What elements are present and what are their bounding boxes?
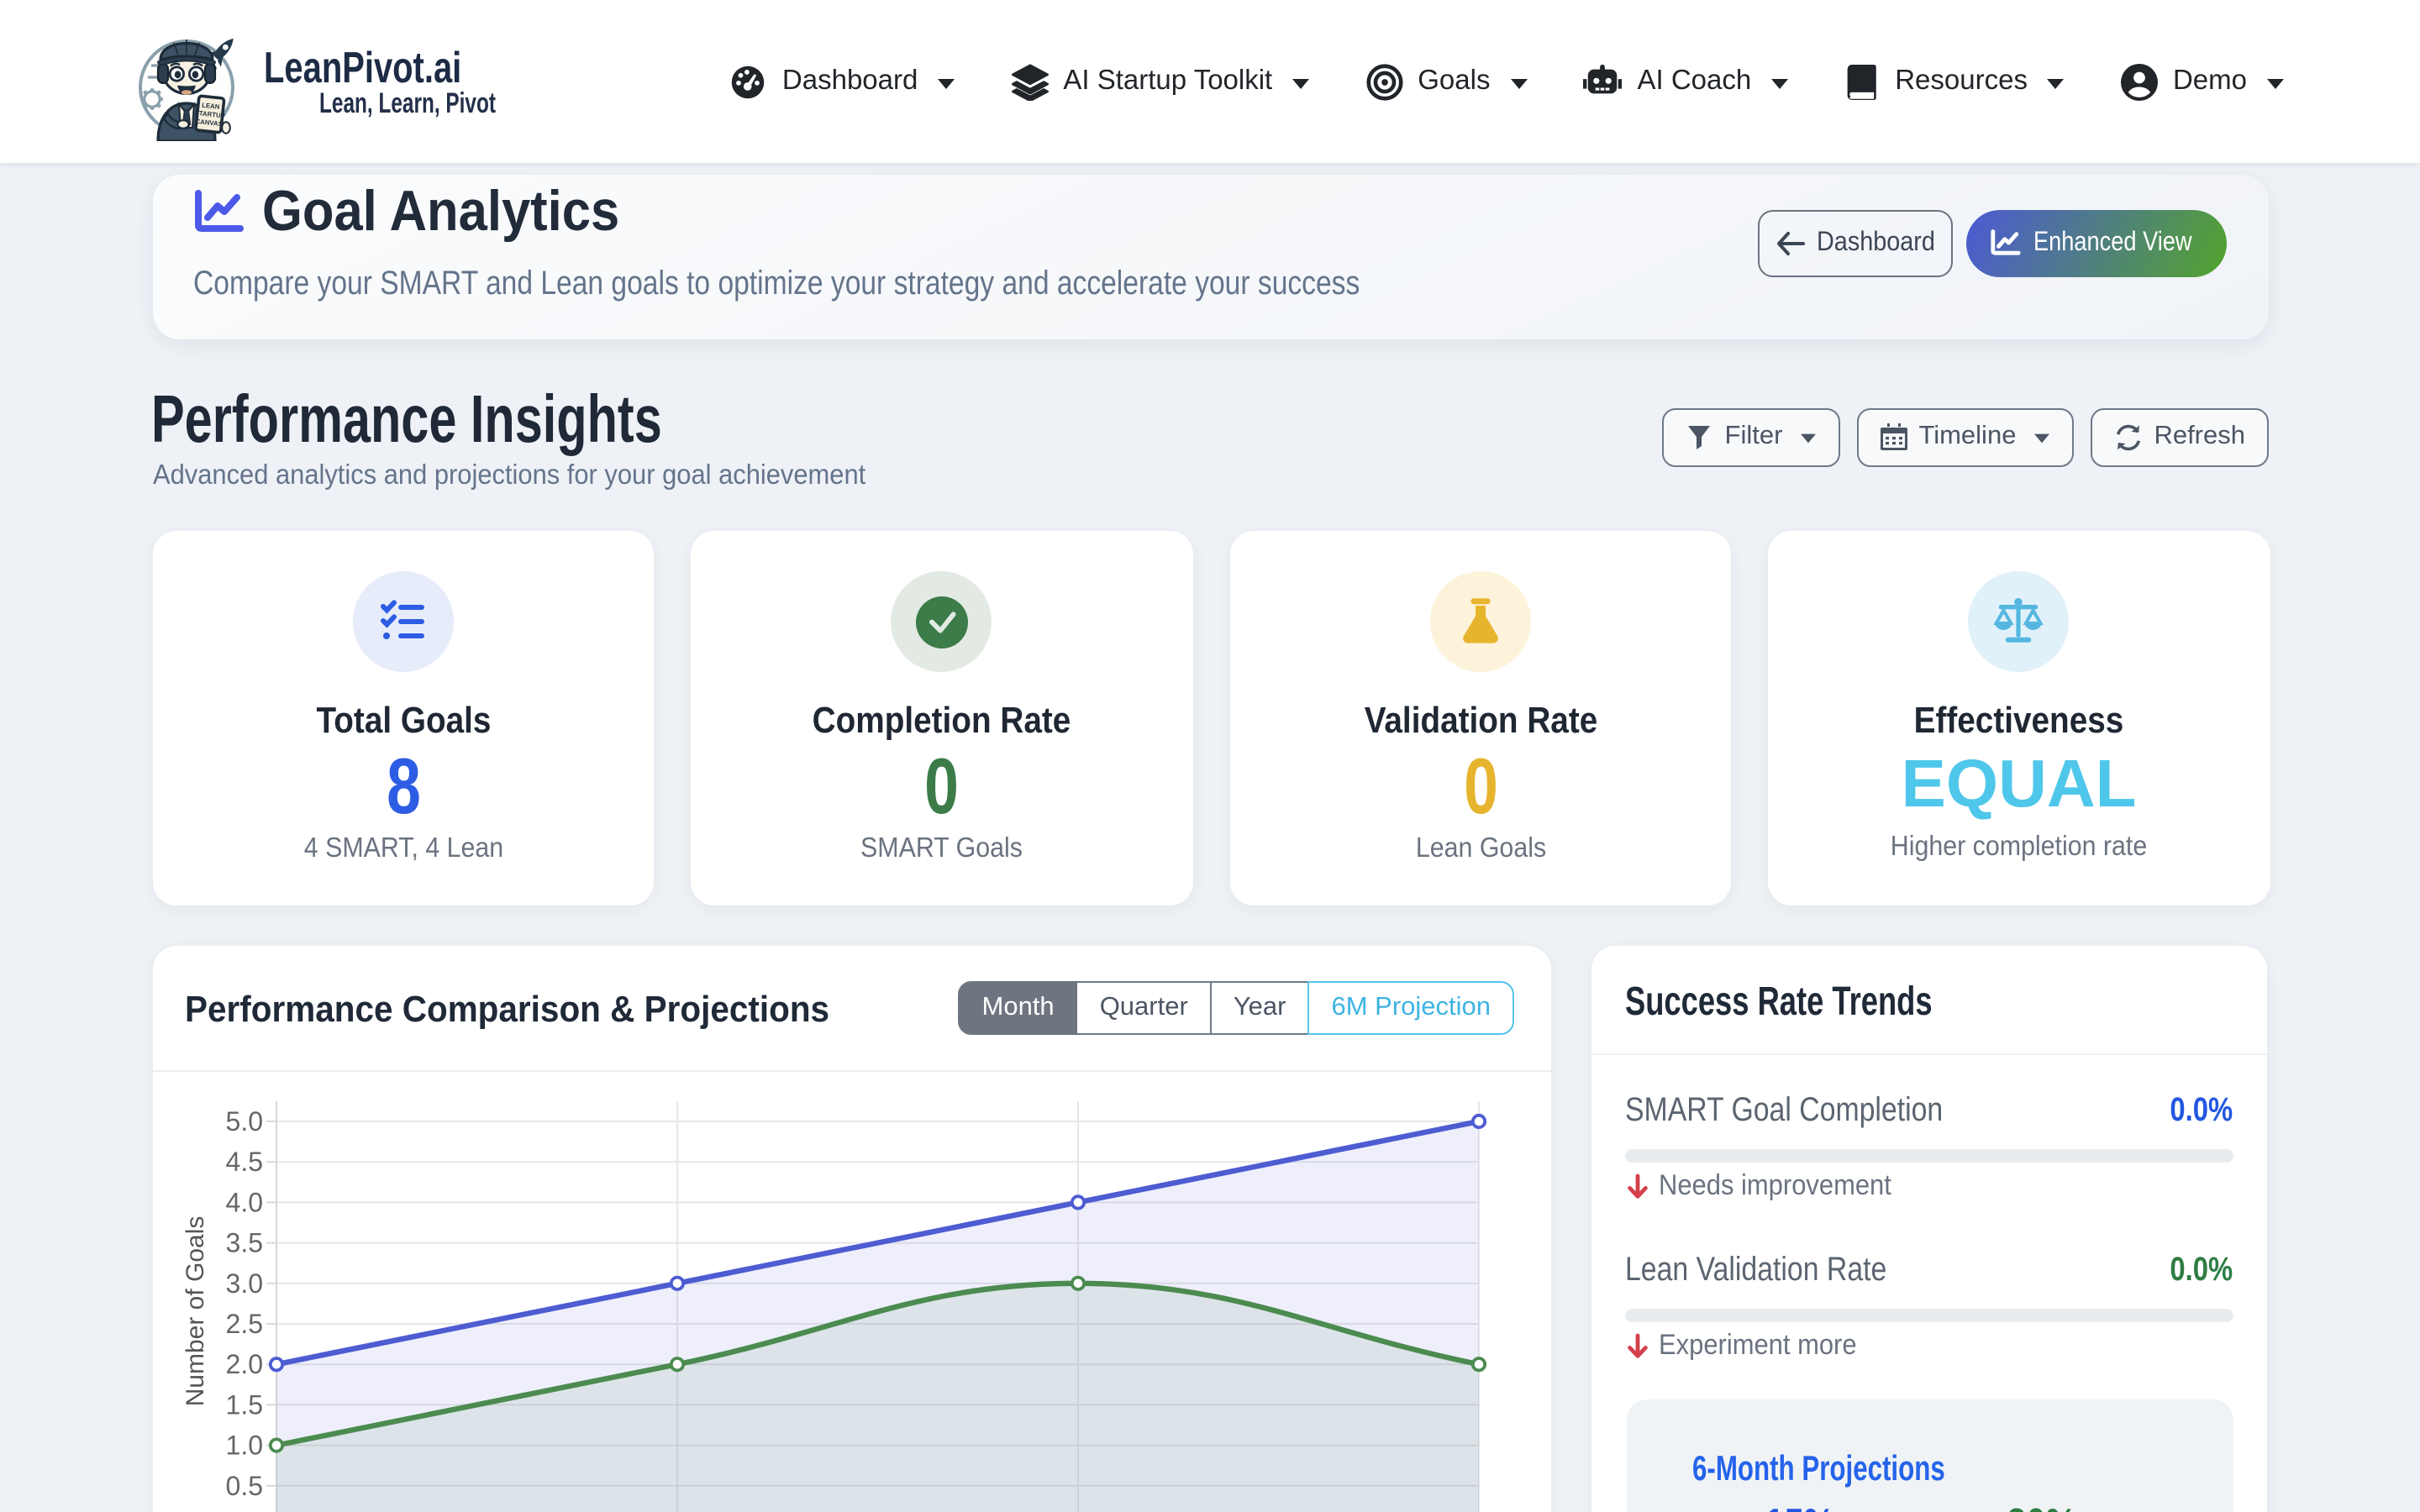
svg-text:1.0: 1.0 <box>225 1430 262 1460</box>
svg-text:4.5: 4.5 <box>225 1146 262 1176</box>
svg-text:2.5: 2.5 <box>225 1308 262 1338</box>
svg-text:CANVAS: CANVAS <box>195 118 223 128</box>
svg-text:5.0: 5.0 <box>225 1105 262 1136</box>
svg-text:Number of Goals: Number of Goals <box>181 1215 208 1406</box>
svg-text:3.0: 3.0 <box>225 1268 262 1298</box>
svg-text:STARTUP: STARTUP <box>194 109 225 120</box>
svg-text:2.0: 2.0 <box>225 1348 262 1378</box>
svg-text:3.5: 3.5 <box>225 1227 262 1257</box>
svg-text:0.5: 0.5 <box>225 1470 262 1500</box>
svg-text:LEAN: LEAN <box>202 102 220 111</box>
svg-text:1.5: 1.5 <box>225 1389 262 1419</box>
svg-text:4.0: 4.0 <box>225 1186 262 1216</box>
